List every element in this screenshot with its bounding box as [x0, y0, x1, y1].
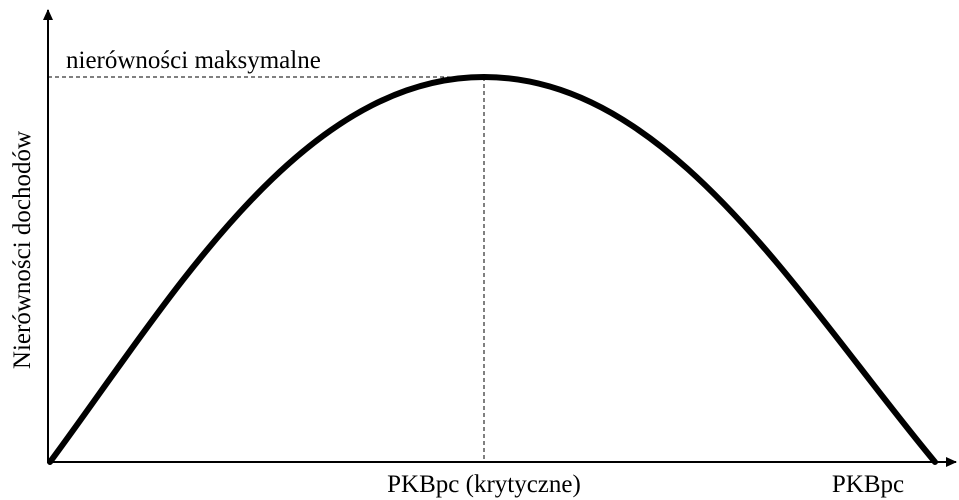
critical-label: PKBpc (krytyczne) — [387, 471, 581, 498]
x-axis-label: PKBpc — [832, 471, 904, 498]
kuznets-curve — [47, 73, 938, 465]
peak-label: nierówności maksymalne — [66, 47, 321, 74]
y-axis-label: Nierówności dochodów — [9, 131, 36, 369]
